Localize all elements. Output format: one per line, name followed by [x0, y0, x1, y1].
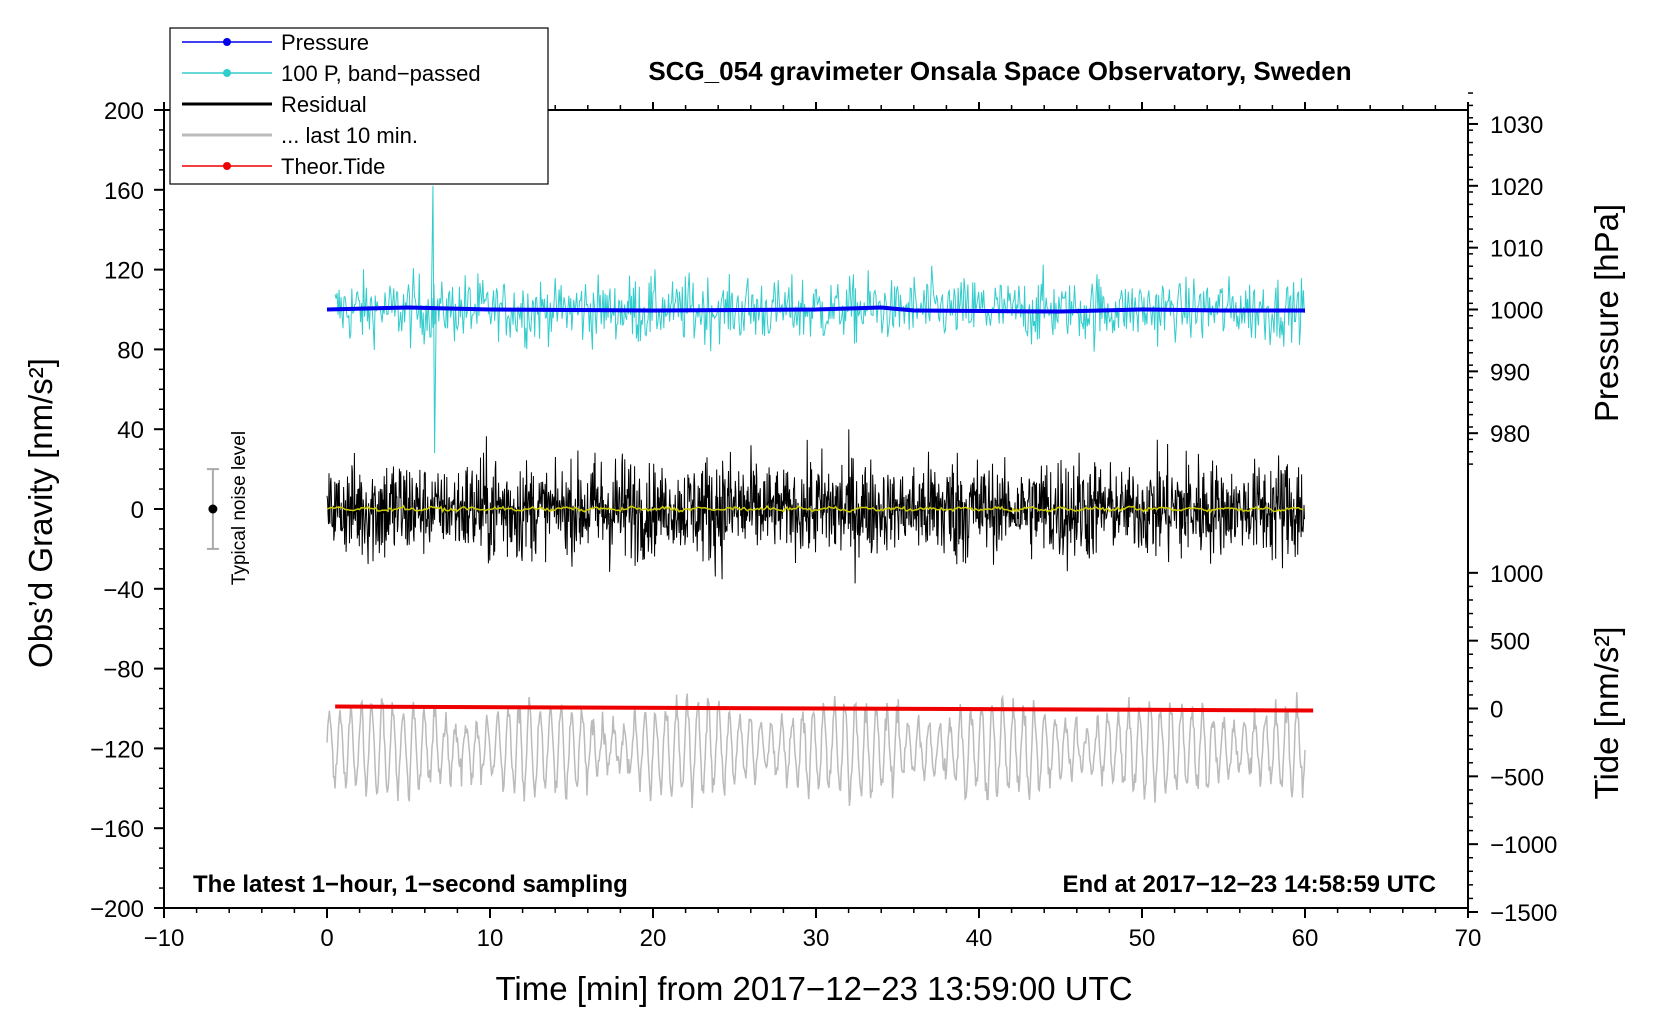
- legend-marker: [223, 69, 231, 77]
- noise-bar: [206, 468, 219, 550]
- tide-tick-label: 0: [1490, 697, 1503, 724]
- x-tick-label: 50: [1129, 925, 1156, 952]
- x-axis-label: Time [min] from 2017−12−23 13:59:00 UTC: [495, 970, 1132, 1007]
- legend-label: Pressure: [281, 30, 369, 55]
- tide-tick-label: 1000: [1490, 561, 1543, 588]
- annotation-end-time: End at 2017−12−23 14:58:59 UTC: [1062, 871, 1436, 898]
- tide-axis-label: Tide [nm/s²]: [1588, 627, 1625, 800]
- tide-tick-label: −500: [1490, 764, 1544, 791]
- pressure-tick-label: 1010: [1490, 236, 1543, 263]
- legend-label: Residual: [281, 92, 367, 117]
- pressure-tick-label: 1020: [1490, 174, 1543, 201]
- y-tick-label: −120: [90, 736, 144, 763]
- x-tick-label: 70: [1455, 925, 1482, 952]
- y-tick-label: −80: [103, 657, 144, 684]
- annotation-latest-hour: The latest 1−hour, 1−second sampling: [193, 871, 628, 898]
- last-10-min-series: [326, 692, 1306, 809]
- legend-label: Theor.Tide: [281, 154, 385, 179]
- y-tick-label: 0: [131, 497, 144, 524]
- noise-bar-center: [208, 504, 218, 514]
- x-tick-label: 0: [320, 925, 333, 952]
- legend-marker: [223, 162, 231, 170]
- y-tick-label: 40: [117, 417, 144, 444]
- x-tick-label: 20: [640, 925, 667, 952]
- y-tick-label: 160: [104, 178, 144, 205]
- y-tick-label: −160: [90, 816, 144, 843]
- tide-tick-label: −1000: [1490, 832, 1557, 859]
- x-tick-label: 30: [803, 925, 830, 952]
- y-tick-label: 80: [117, 337, 144, 364]
- residual-series: [326, 429, 1305, 584]
- pressure-axis-label: Pressure [hPa]: [1588, 204, 1625, 422]
- x-tick-label: 10: [477, 925, 504, 952]
- tide-tick-label: 500: [1490, 629, 1530, 656]
- legend-label: 100 P, band−passed: [281, 61, 481, 86]
- x-tick-label: −10: [144, 925, 185, 952]
- legend: Pressure 100 P, band−passed Residual ... la…: [169, 27, 549, 185]
- theor-tide-series: [335, 704, 1314, 713]
- pressure-tick-label: 980: [1490, 421, 1530, 448]
- chart-title: SCG_054 gravimeter Onsala Space Observat…: [648, 56, 1351, 86]
- y-axis-label: Obs’d Gravity [nm/s²]: [22, 358, 59, 668]
- pressure-tick-label: 990: [1490, 359, 1530, 386]
- x-tick-label: 40: [966, 925, 993, 952]
- residual-smoothed-series: [326, 504, 1304, 514]
- legend-marker: [223, 38, 231, 46]
- bandpassed-spike: [430, 185, 437, 454]
- legend-label: ... last 10 min.: [281, 123, 418, 148]
- y-tick-label: 120: [104, 258, 144, 285]
- y-tick-label: 200: [104, 98, 144, 125]
- y-tick-label: −200: [90, 896, 144, 923]
- tide-tick-label: −1500: [1490, 900, 1557, 927]
- pressure-series: [326, 305, 1305, 314]
- bandpassed-series: [334, 264, 1305, 352]
- noise-level-label: Typical noise level: [229, 431, 250, 585]
- series-layer: [326, 185, 1314, 809]
- legend-box: [169, 27, 549, 185]
- axes-layer: −10 0 10 20 30 40 50 60 7020016012080400−40−80−1…: [90, 92, 1557, 952]
- pressure-tick-label: 1030: [1490, 112, 1543, 139]
- y-tick-label: −40: [103, 577, 144, 604]
- pressure-tick-label: 1000: [1490, 298, 1543, 325]
- x-tick-label: 60: [1292, 925, 1319, 952]
